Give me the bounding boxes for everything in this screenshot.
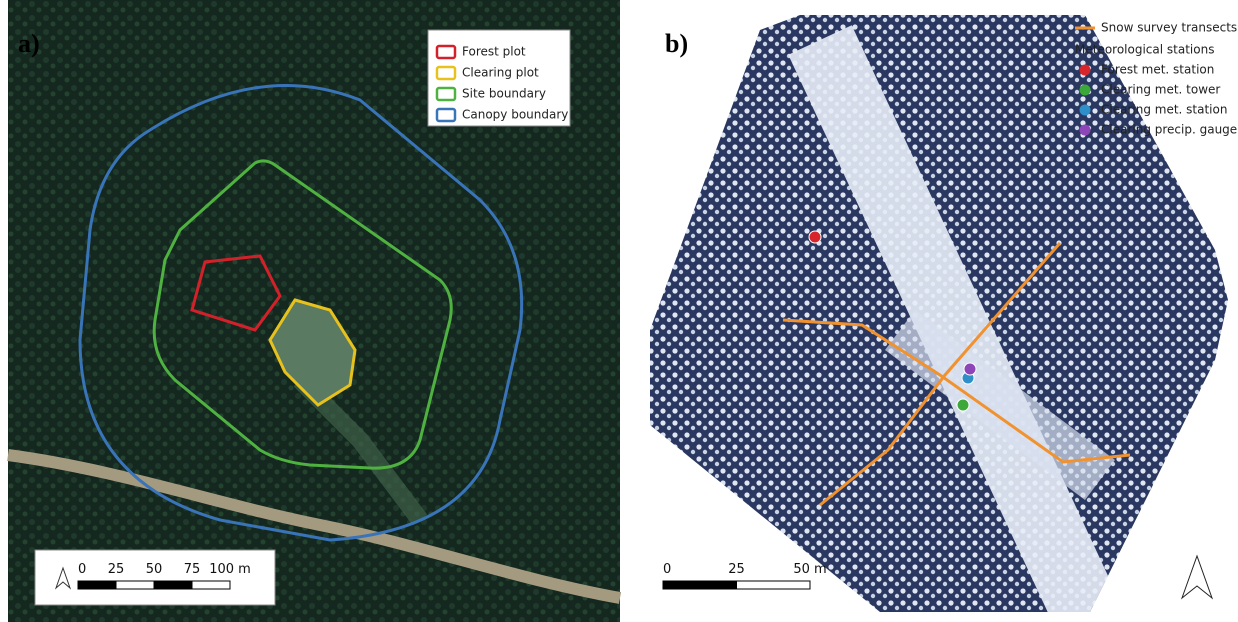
legend-marker bbox=[1080, 65, 1091, 76]
legend-text: Site boundary bbox=[462, 87, 546, 101]
scale-label: 75 bbox=[184, 562, 201, 577]
legend-text: Clearing plot bbox=[462, 66, 539, 80]
scale-label: 25 bbox=[728, 562, 745, 577]
figure: a) Forest plot Clearing plot Site boundary… bbox=[0, 0, 1238, 622]
panel-b: b) Snow survey transects Meteorological … bbox=[640, 10, 1238, 620]
scale-segment bbox=[192, 581, 230, 589]
legend-heading: Meteorological stations bbox=[1075, 43, 1214, 57]
scale-label: 0 bbox=[78, 562, 86, 577]
panel-label: a) bbox=[18, 29, 40, 58]
legend-text: Canopy boundary bbox=[462, 108, 568, 122]
scale-label: 100 m bbox=[209, 562, 251, 577]
scale-label: 0 bbox=[663, 562, 671, 577]
scale-segment bbox=[154, 581, 192, 589]
scale-label: 50 bbox=[146, 562, 163, 577]
legend-marker bbox=[1080, 125, 1091, 136]
scale-segment bbox=[737, 581, 811, 589]
panel-a: a) Forest plot Clearing plot Site boundary… bbox=[8, 0, 620, 622]
scale-segment bbox=[663, 581, 737, 589]
scale-label: 25 bbox=[108, 562, 125, 577]
forest-met-station bbox=[809, 231, 821, 243]
north-arrow bbox=[1182, 556, 1212, 598]
clearing-precip-gauge bbox=[964, 363, 976, 375]
legend-text: Clearing precip. gauge bbox=[1101, 123, 1237, 137]
legend-marker bbox=[1080, 85, 1091, 96]
legend-marker bbox=[1080, 105, 1091, 116]
legend-text: Forest met. station bbox=[1101, 63, 1214, 77]
legend-text: Snow survey transects bbox=[1101, 21, 1237, 35]
legend-text: Clearing met. tower bbox=[1101, 83, 1220, 97]
legend-text: Clearing met. station bbox=[1101, 103, 1227, 117]
panel-label: b) bbox=[665, 29, 688, 58]
scale-box bbox=[35, 550, 275, 605]
scale-label: 50 m bbox=[793, 562, 826, 577]
legend-text: Forest plot bbox=[462, 45, 526, 59]
scale-segment bbox=[78, 581, 116, 589]
scale-segment bbox=[116, 581, 154, 589]
clearing-met-tower bbox=[957, 399, 969, 411]
